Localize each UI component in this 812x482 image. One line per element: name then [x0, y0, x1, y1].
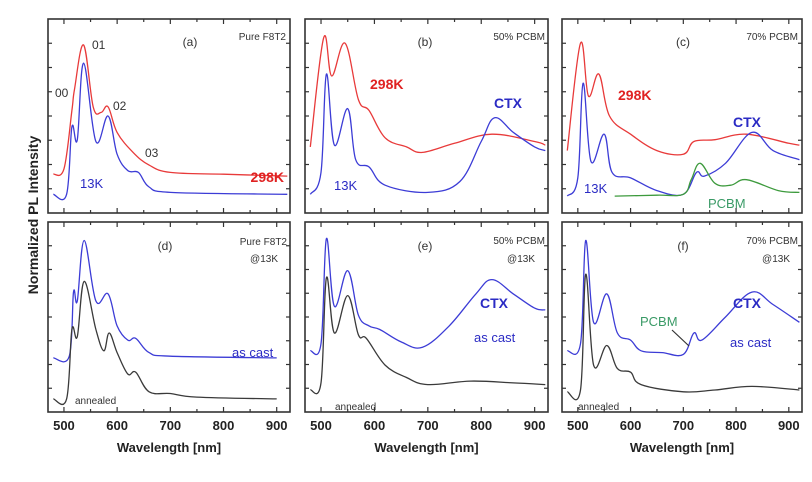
- x-tick-label: 500: [567, 418, 589, 433]
- series-line-green: [614, 162, 800, 197]
- series-line-black: [309, 276, 546, 395]
- annotation-label: 70% PCBM: [746, 32, 798, 43]
- panel-f: 500 600 700 800 900 Wavelength [nm] (f) 70% PCB…: [561, 221, 803, 455]
- annotation-label: (d): [158, 239, 173, 253]
- annotation-label: (a): [183, 35, 198, 49]
- annotation-label: CTX: [494, 95, 523, 111]
- annotation-label: CTX: [733, 114, 762, 130]
- x-tick-label: 600: [106, 418, 128, 433]
- annotation-label: 298K: [370, 76, 403, 92]
- series-line-black: [566, 273, 800, 401]
- x-tick-label: 800: [470, 418, 492, 433]
- annotation-label: 50% PCBM: [493, 236, 545, 247]
- annotation-label: 298K: [618, 87, 651, 103]
- annotation-label: Pure F8T2: [239, 32, 287, 43]
- series-line-red: [566, 41, 800, 156]
- panel-a: (a) Pure F8T2 01 00 02 03 298K 13K: [47, 18, 291, 214]
- series-line-blue: [53, 62, 288, 201]
- panel-e: 500 600 700 800 900 Wavelength [nm] (e) 50% PCB…: [304, 221, 549, 455]
- annotation-label: as cast: [474, 330, 516, 345]
- x-tick-label: 700: [159, 418, 181, 433]
- annotation-label: 13K: [584, 181, 607, 196]
- annotation-label: 13K: [334, 178, 357, 193]
- x-tick-label: 800: [213, 418, 235, 433]
- annotation-label: 50% PCBM: [493, 32, 545, 43]
- series-line-blue: [566, 239, 800, 357]
- x-tick-label: 900: [524, 418, 546, 433]
- annotation-label: @13K: [507, 254, 535, 265]
- panel-b: (b) 50% PCBM 298K CTX 13K: [304, 18, 549, 214]
- annotation-label: annealed: [335, 402, 376, 413]
- x-tick-label: 500: [53, 418, 75, 433]
- x-tick-label: 700: [417, 418, 439, 433]
- annotation-label: 70% PCBM: [746, 236, 798, 247]
- annotation-label: annealed: [578, 402, 619, 413]
- x-tick-label: 900: [266, 418, 288, 433]
- annotation-label: 03: [145, 146, 159, 160]
- x-tick-label: 600: [620, 418, 642, 433]
- annotation-label: (b): [418, 35, 433, 49]
- annotation-label: PCBM: [640, 314, 678, 329]
- annotation-label: Pure F8T2: [240, 237, 288, 248]
- annotation-label: 00: [55, 86, 69, 100]
- annotation-label: @13K: [762, 254, 790, 265]
- series-line-blue: [309, 238, 546, 356]
- x-tick-label: 700: [672, 418, 694, 433]
- series-line-black: [53, 280, 277, 406]
- annotation-label: (f): [677, 239, 688, 253]
- annotation-label: annealed: [75, 396, 116, 407]
- annotation-label: (c): [676, 35, 690, 49]
- annotation-label: 01: [92, 38, 106, 52]
- x-tick-label: 500: [310, 418, 332, 433]
- x-axis-label: Wavelength [nm]: [630, 440, 734, 455]
- series-line-blue: [53, 239, 277, 363]
- annotation-label: as cast: [730, 335, 772, 350]
- annotation-label: (e): [418, 239, 433, 253]
- series-line-red: [53, 44, 288, 177]
- x-tick-label: 800: [725, 418, 747, 433]
- x-tick-label: 600: [364, 418, 386, 433]
- panel-c: (c) 70% PCBM 298K CTX 13K PCBM: [561, 18, 803, 214]
- annotation-label: as cast: [232, 345, 274, 360]
- x-tick-label: 900: [778, 418, 800, 433]
- annotation-label: @13K: [250, 254, 278, 265]
- panel-d: 500 600 700 800 900 Wavelength [nm] (d) Pure F8…: [47, 221, 291, 455]
- annotation-label: 13K: [80, 176, 103, 191]
- x-axis-label: Wavelength [nm]: [374, 440, 478, 455]
- series-line-blue: [566, 82, 800, 197]
- y-axis-label: Normalized PL Intensity: [25, 136, 41, 295]
- x-axis-label: Wavelength [nm]: [117, 440, 221, 455]
- series-line-blue: [309, 73, 546, 195]
- annotation-label: 298K: [251, 169, 284, 185]
- annotation-label: CTX: [733, 295, 762, 311]
- annotation-label: CTX: [480, 295, 509, 311]
- annotation-label: 02: [113, 99, 127, 113]
- pcbm-leader-line: [671, 329, 690, 347]
- annotation-label: PCBM: [708, 196, 746, 211]
- series-line-red: [309, 34, 546, 154]
